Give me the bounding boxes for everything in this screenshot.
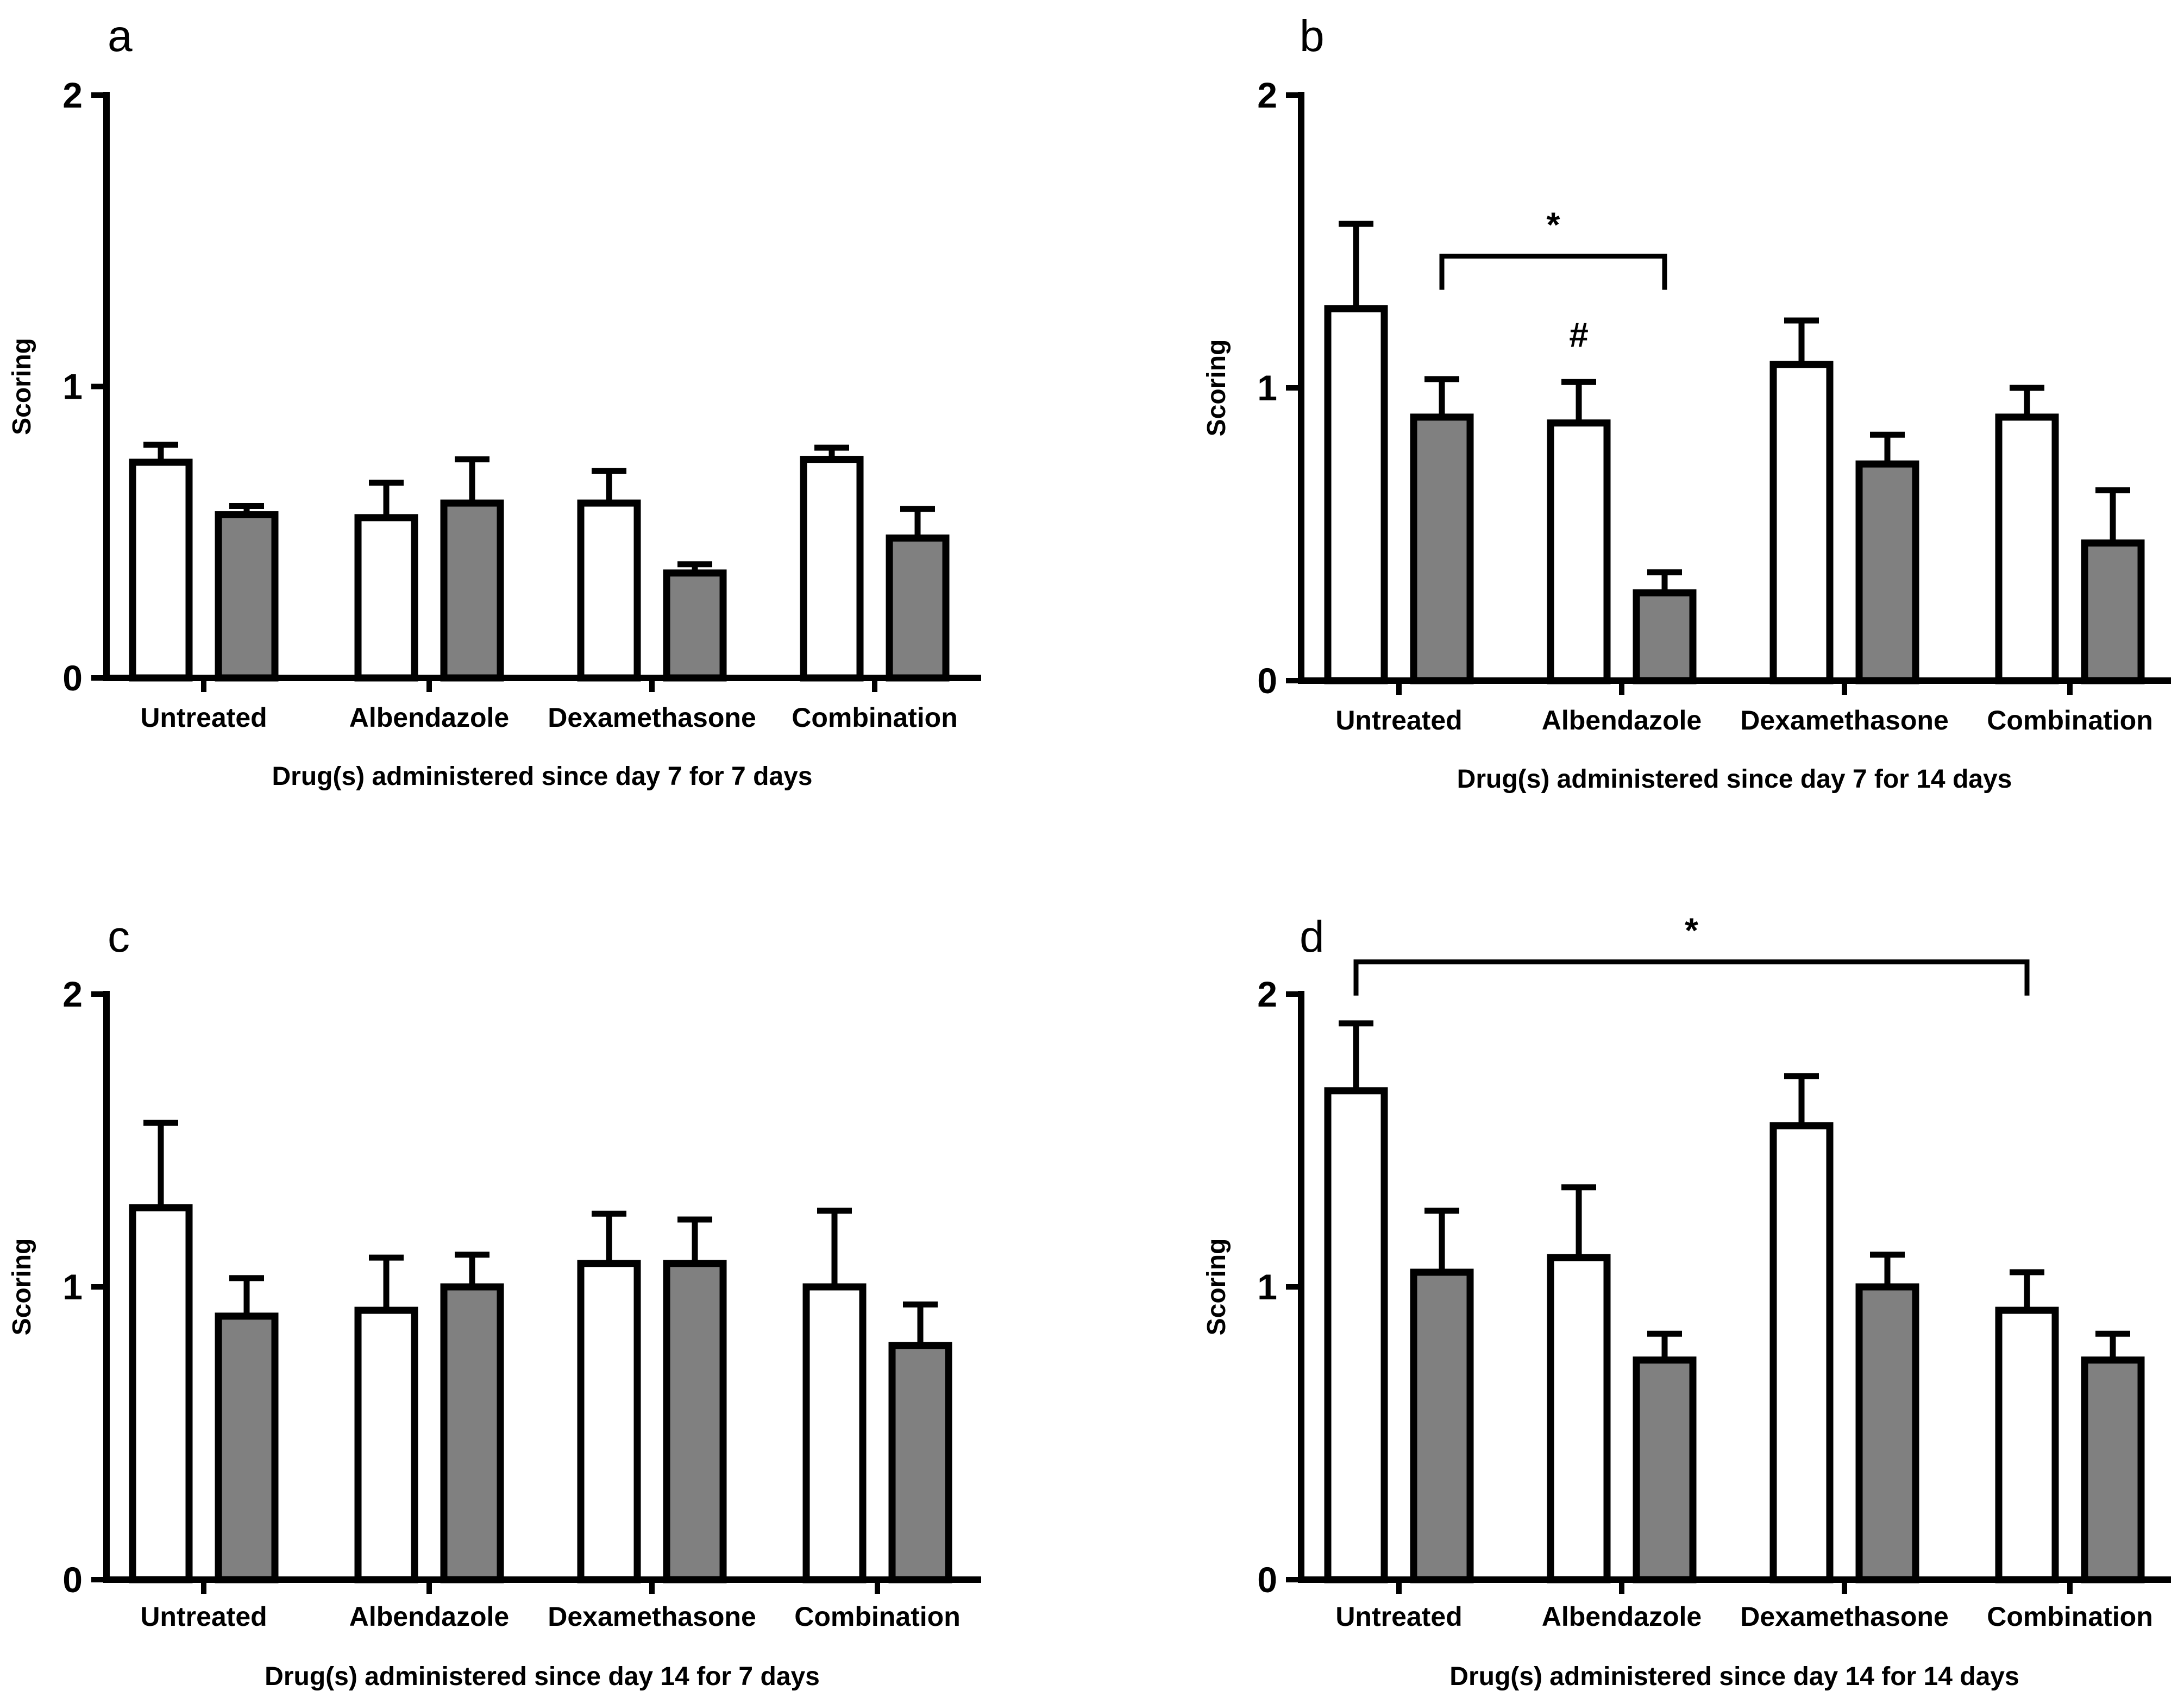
x-tick-label: Untreated xyxy=(1335,1601,1462,1632)
x-tick-label: Dexamethasone xyxy=(1740,1601,1949,1632)
bar-white xyxy=(800,456,864,682)
bar-white xyxy=(129,458,193,682)
bar-white xyxy=(1547,1254,1611,1583)
y-tick-label: 0 xyxy=(1257,1560,1277,1600)
significance-bracket xyxy=(1353,959,2030,996)
bar-white xyxy=(577,1260,641,1583)
significance-star: * xyxy=(1547,205,1560,244)
x-tick-label: Combination xyxy=(1987,705,2153,736)
axis-lines xyxy=(103,991,981,1583)
significance-bracket xyxy=(1439,253,1667,290)
x-axis-label: Drug(s) administered since day 7 for 14 … xyxy=(1457,765,2012,794)
bar-white xyxy=(354,1306,418,1583)
bar-white xyxy=(1995,1306,2059,1583)
bar-grey xyxy=(2081,1356,2145,1583)
x-axis-label: Drug(s) administered since day 7 for 7 d… xyxy=(272,762,813,791)
x-tick-label: Dexamethasone xyxy=(548,1601,756,1632)
y-tick-label: 2 xyxy=(1257,75,1277,115)
y-tick-label: 0 xyxy=(62,1560,83,1600)
bar-white xyxy=(129,1204,193,1583)
axis-lines xyxy=(1298,991,2171,1583)
y-tick-label: 2 xyxy=(62,75,83,115)
x-tick-label: Dexamethasone xyxy=(1740,705,1949,736)
bar-white xyxy=(802,1283,867,1583)
bar-white xyxy=(577,499,641,682)
bar-white xyxy=(1547,419,1611,684)
y-axis-label: Scoring xyxy=(1202,340,1231,437)
bar-white xyxy=(1769,361,1834,684)
panel-letter: b xyxy=(1300,11,1325,61)
x-tick-label: Albendazole xyxy=(349,1601,509,1632)
x-tick-label: Albendazole xyxy=(349,702,509,733)
bar-grey xyxy=(888,1342,952,1583)
y-tick-label: 1 xyxy=(1257,368,1277,408)
x-tick-label: Dexamethasone xyxy=(548,702,756,733)
bar-white xyxy=(1324,305,1388,684)
x-tick-label: Albendazole xyxy=(1542,705,1702,736)
y-axis-label: Scoring xyxy=(1202,1239,1231,1336)
bar-grey xyxy=(440,1283,504,1583)
x-axis-label: Drug(s) administered since day 14 for 7 … xyxy=(265,1662,820,1691)
y-tick-label: 0 xyxy=(62,658,83,698)
x-tick-label: Albendazole xyxy=(1542,1601,1702,1632)
y-axis-label: Scoring xyxy=(8,338,36,435)
x-tick-label: Untreated xyxy=(140,1601,267,1632)
x-tick-label: Combination xyxy=(794,1601,961,1632)
y-tick-label: 1 xyxy=(1257,1267,1277,1307)
significance-hash: # xyxy=(1569,316,1589,355)
significance-star: * xyxy=(1685,911,1698,950)
bar-grey xyxy=(1855,460,1919,684)
panel-letter: a xyxy=(108,11,133,61)
bar-grey xyxy=(1633,589,1697,684)
chart-panel-b: b 0 1 2 Scoring Untreated Albendazole Dexametha… xyxy=(1202,11,2171,794)
bar-grey xyxy=(1410,1268,1474,1583)
bar-grey xyxy=(1410,413,1474,684)
axis-lines xyxy=(1298,92,2171,684)
bar-grey xyxy=(886,534,950,682)
chart-panel-d: d 0 1 2 Scoring Untreated Albendazole Dexametha… xyxy=(1202,911,2171,1691)
y-tick-label: 2 xyxy=(1257,974,1277,1014)
bar-white xyxy=(1769,1122,1834,1583)
x-tick-label: Untreated xyxy=(1335,705,1462,736)
bar-white xyxy=(1324,1087,1388,1583)
bar-grey xyxy=(663,569,727,682)
chart-panel-c: c 0 1 2 Scoring Untreated Albendazole Dexametha… xyxy=(8,912,981,1691)
y-axis-label: Scoring xyxy=(8,1239,36,1336)
bar-white xyxy=(354,514,418,682)
bar-grey xyxy=(663,1260,727,1583)
bar-grey xyxy=(215,1312,279,1583)
axis-lines xyxy=(103,92,981,681)
y-tick-label: 2 xyxy=(62,974,83,1014)
y-tick-label: 1 xyxy=(62,367,83,407)
bar-white xyxy=(1995,413,2059,684)
x-axis-label: Drug(s) administered since day 14 for 14… xyxy=(1449,1662,2019,1691)
bar-grey xyxy=(440,499,504,682)
y-tick-label: 1 xyxy=(62,1267,83,1307)
bar-grey xyxy=(1855,1283,1919,1583)
x-tick-label: Untreated xyxy=(140,702,267,733)
y-tick-label: 0 xyxy=(1257,661,1277,701)
panel-letter: d xyxy=(1300,912,1325,961)
chart-panel-a: a 0 1 2 Scoring Untreated Albendazole Dexametha… xyxy=(8,11,981,791)
bar-grey xyxy=(1633,1356,1697,1583)
x-tick-label: Combination xyxy=(1987,1601,2153,1632)
bar-grey xyxy=(2081,539,2145,684)
x-tick-label: Combination xyxy=(792,702,958,733)
bar-grey xyxy=(215,511,279,682)
panel-letter: c xyxy=(108,912,130,961)
